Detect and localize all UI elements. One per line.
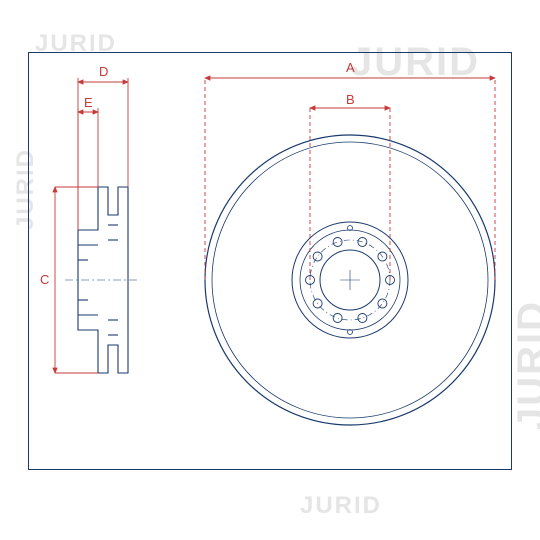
dim-label-d: D	[99, 64, 108, 79]
dim-label-b: B	[346, 92, 355, 107]
drawing-svg	[0, 0, 540, 540]
dim-label-e: E	[84, 95, 93, 110]
dim-label-c: C	[40, 272, 49, 287]
dim-e	[78, 108, 98, 230]
disc-front-view	[205, 135, 495, 425]
dim-b	[310, 108, 390, 280]
dim-label-a: A	[346, 60, 355, 75]
disc-side-view	[65, 187, 140, 373]
